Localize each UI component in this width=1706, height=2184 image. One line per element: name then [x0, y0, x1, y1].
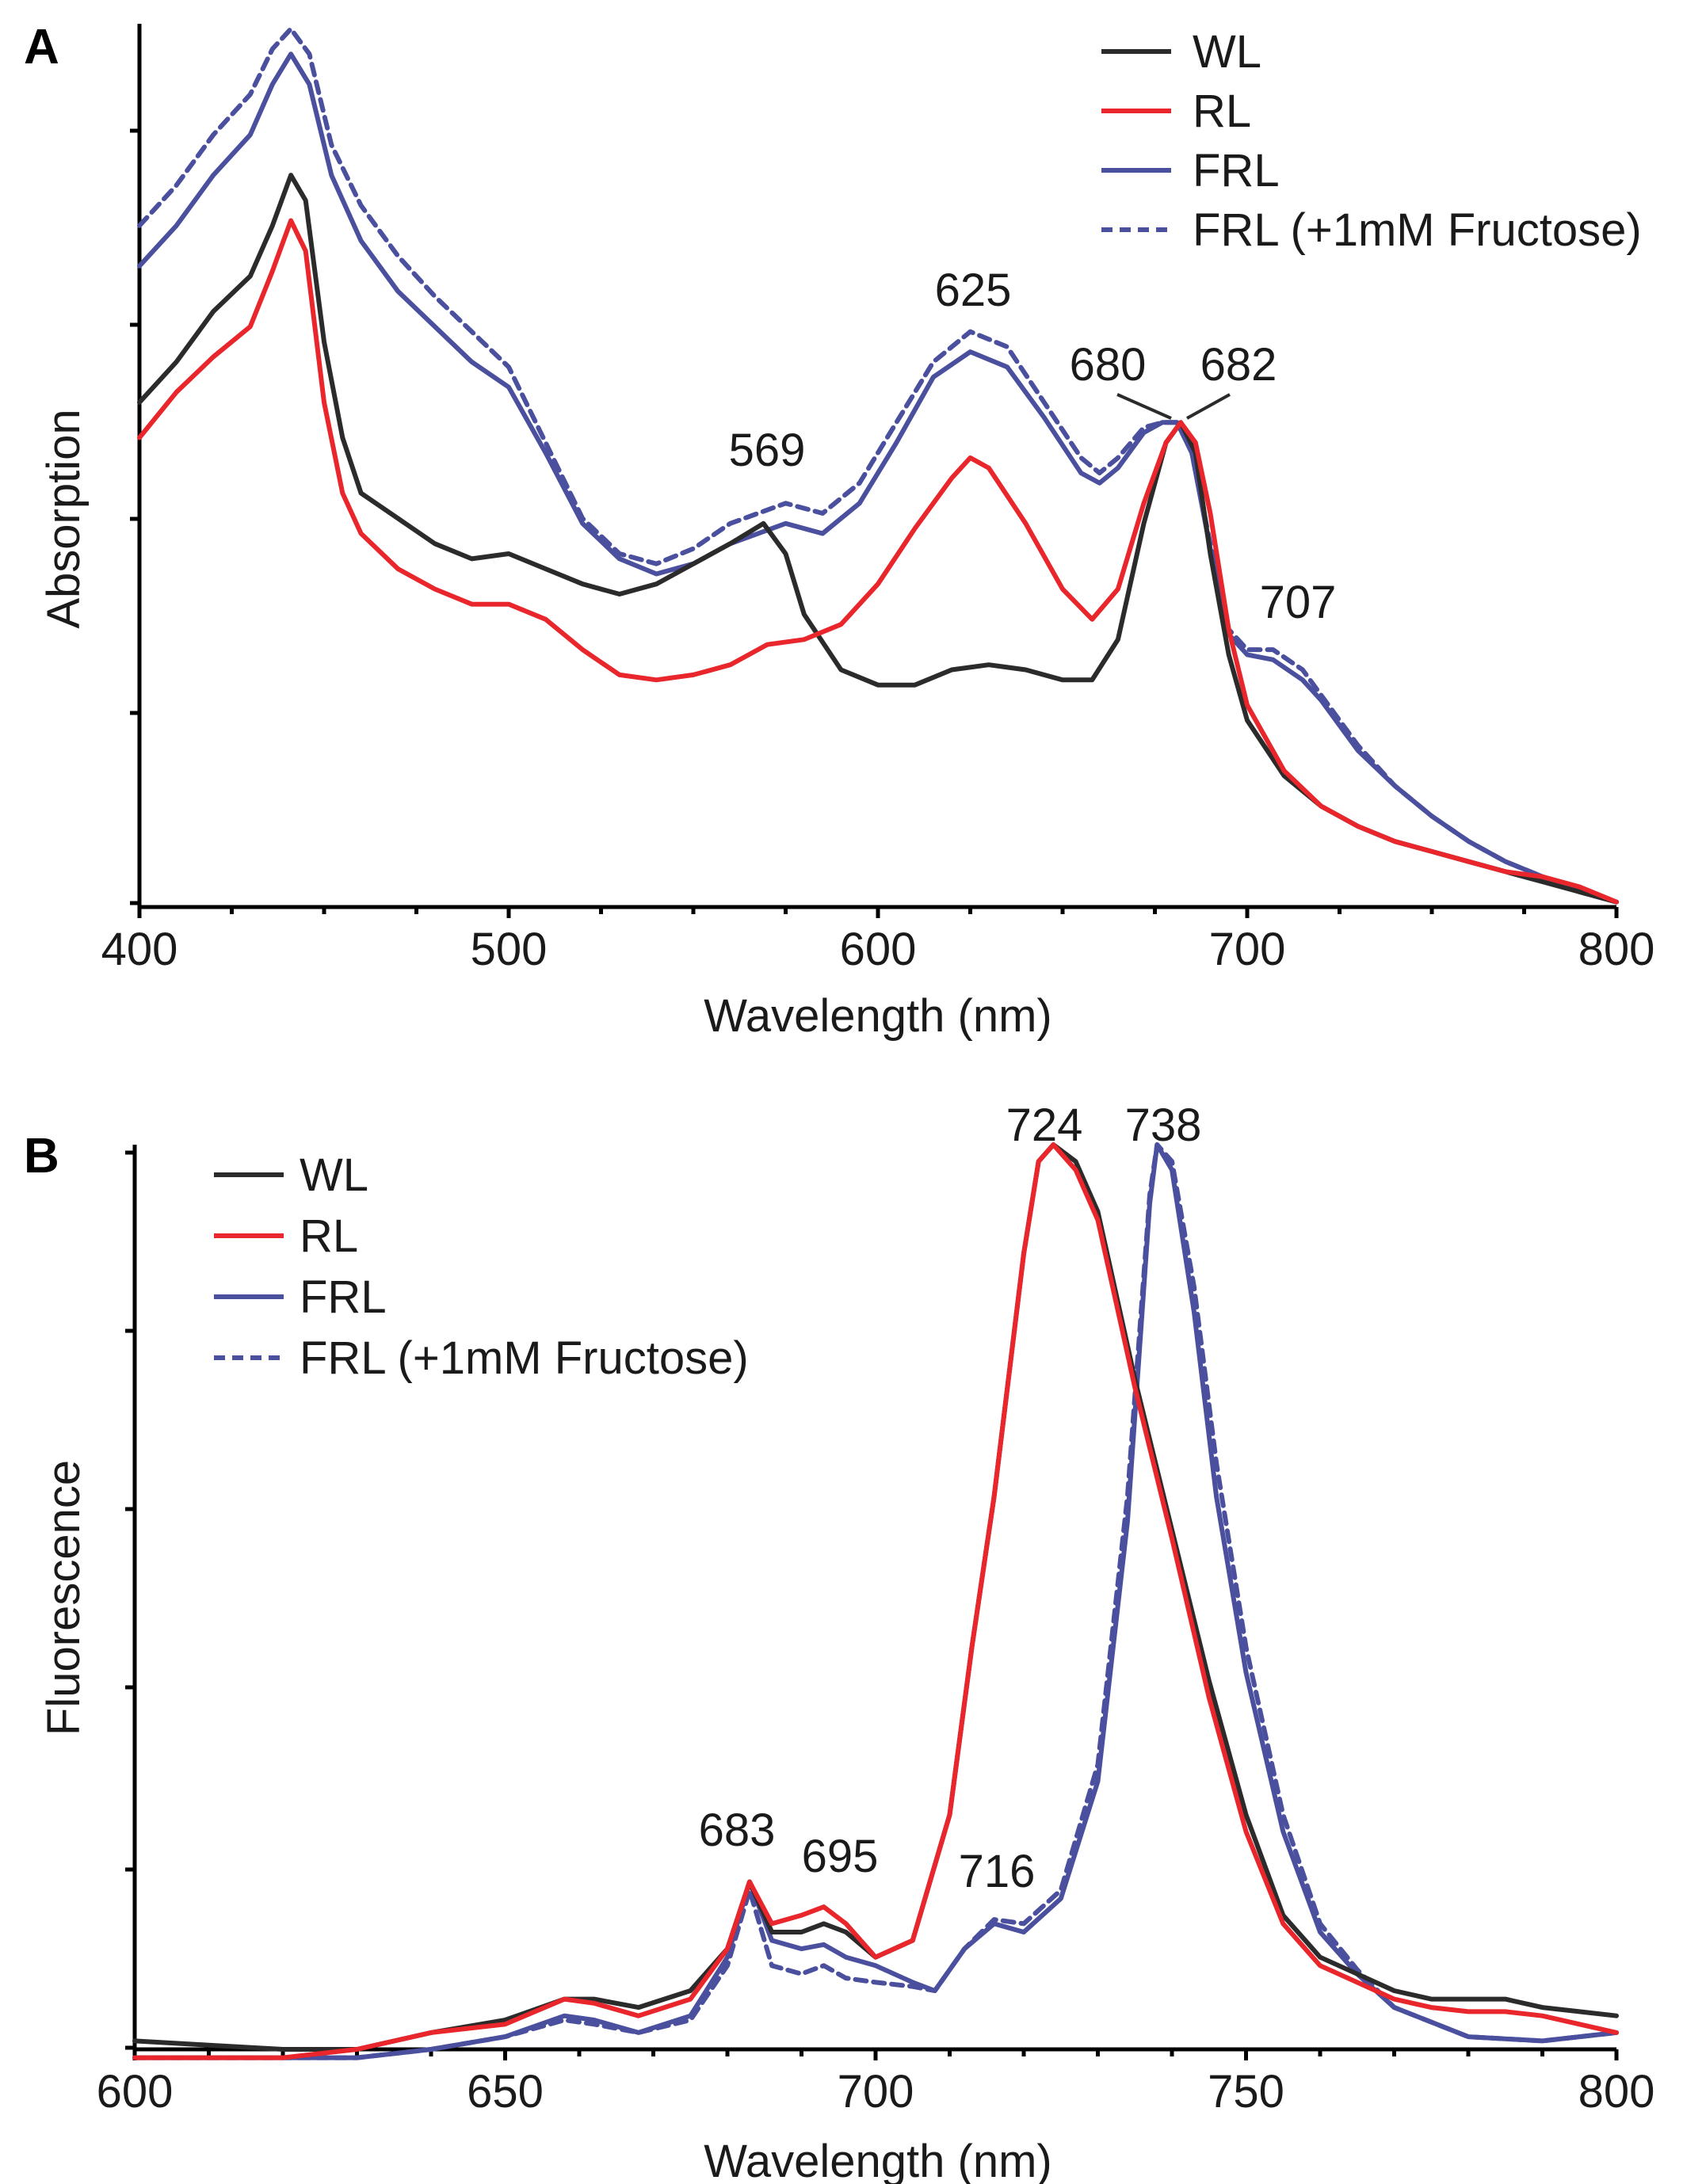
x-tick-label-800: 800 — [1578, 2066, 1655, 2117]
x-tick-label-600: 600 — [97, 2066, 174, 2117]
x-tick-label-800: 800 — [1578, 924, 1655, 975]
panel-a-x-ticks: 400 500 600 700 800 — [101, 907, 1655, 975]
panel-b-fluorescence: B 600 650 700 750 800 Wavelength (nm) Fluore… — [24, 1100, 1654, 2184]
series-line-wl — [137, 173, 1619, 905]
peak-label-738: 738 — [1125, 1100, 1202, 1151]
panel-b-x-axis-title: Wavelength (nm) — [704, 2136, 1051, 2184]
x-tick-label-650: 650 — [467, 2066, 544, 2117]
panel-b-series — [132, 1142, 1619, 2060]
legend-label-rl: RL — [300, 1210, 358, 1262]
legend-label-frl-fructose: FRL (+1mM Fructose) — [1193, 204, 1642, 256]
peak-label-625: 625 — [935, 265, 1012, 316]
series-line-frl-1mm-fructose — [137, 26, 1619, 905]
legend-label-wl: WL — [1193, 26, 1261, 78]
series-line-rl — [132, 1142, 1619, 2060]
panel-b-x-ticks: 600 650 700 750 800 — [97, 2049, 1655, 2117]
series-line-frl-1mm-fructose — [132, 1142, 1619, 2060]
panel-a-absorption: A 400 500 600 700 800 Wavelength (nm) Absorp… — [24, 20, 1654, 1042]
peak-pointer-682 — [1186, 393, 1231, 420]
legend-label-frl-fructose: FRL (+1mM Fructose) — [300, 1332, 749, 1384]
legend-label-frl: FRL — [300, 1271, 387, 1323]
x-tick-label-400: 400 — [101, 924, 178, 975]
panel-b-legend: WL RL FRL FRL (+1mM Fructose) — [214, 1149, 749, 1384]
panel-a-y-axis-title: Absorption — [38, 409, 90, 628]
x-tick-label-500: 500 — [471, 924, 548, 975]
peak-label-707: 707 — [1260, 577, 1337, 628]
panel-b-y-axis-title: Fluorescence — [38, 1460, 90, 1736]
legend-label-frl: FRL — [1193, 145, 1280, 196]
peak-label-680: 680 — [1070, 339, 1147, 391]
series-line-frl — [137, 51, 1619, 905]
peak-pointer-680 — [1116, 393, 1172, 420]
peak-label-683: 683 — [699, 1805, 776, 1856]
series-line-frl — [132, 1142, 1619, 2060]
peak-label-716: 716 — [959, 1846, 1036, 1897]
peak-label-682: 682 — [1200, 339, 1277, 391]
peak-label-569: 569 — [729, 425, 806, 476]
x-tick-label-750: 750 — [1208, 2066, 1284, 2117]
series-line-rl — [137, 218, 1619, 905]
panel-a-letter: A — [24, 20, 59, 74]
legend-label-rl: RL — [1193, 86, 1251, 137]
peak-label-724: 724 — [1006, 1100, 1083, 1151]
x-tick-label-600: 600 — [840, 924, 917, 975]
panel-b-letter: B — [24, 1129, 59, 1183]
peak-label-695: 695 — [802, 1831, 879, 1882]
legend-label-wl: WL — [300, 1149, 368, 1201]
panel-a-legend: WL RL FRL FRL (+1mM Fructose) — [1101, 26, 1642, 256]
panel-a-series — [137, 26, 1619, 905]
x-tick-label-700: 700 — [1209, 924, 1286, 975]
panel-a-x-axis-title: Wavelength (nm) — [704, 990, 1051, 1042]
x-tick-label-700: 700 — [838, 2066, 914, 2117]
